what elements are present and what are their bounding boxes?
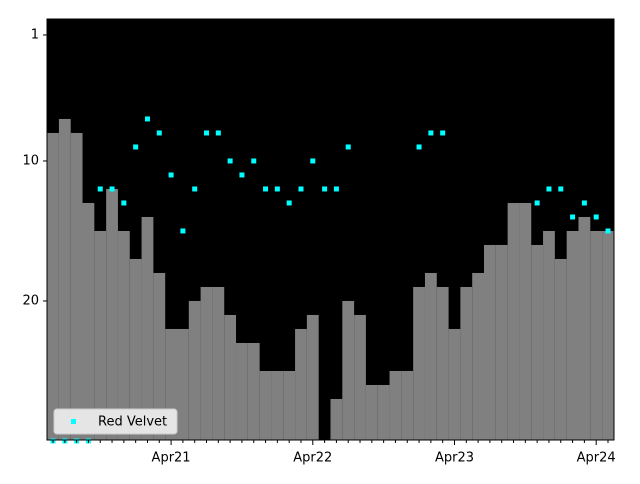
rank-bar — [495, 244, 508, 440]
rank-bar — [141, 216, 154, 440]
rank-bar — [354, 314, 366, 440]
rank-bar — [424, 272, 437, 440]
rank-bar — [212, 286, 225, 440]
rank-bar — [389, 370, 402, 440]
rank-bar — [472, 272, 485, 440]
rank-point — [605, 228, 611, 234]
rank-point — [251, 158, 257, 164]
rank-bar — [153, 272, 166, 440]
legend-label: Red Velvet — [98, 415, 167, 430]
rank-bar — [247, 342, 260, 440]
rank-point — [322, 186, 328, 192]
x-tick-label: Apr21 — [152, 451, 191, 466]
rank-point — [345, 144, 351, 150]
rank-bar — [413, 286, 425, 440]
rank-bar — [188, 300, 201, 440]
rank-point — [581, 200, 587, 206]
rank-bar — [58, 118, 71, 440]
rank-point — [227, 158, 233, 164]
rank-point — [97, 186, 103, 192]
rank-bar — [531, 244, 544, 440]
rank-bar — [342, 300, 355, 440]
rank-bar — [176, 328, 189, 440]
x-tick-label: Apr23 — [435, 451, 474, 466]
rank-bar — [460, 286, 473, 440]
rank-point — [133, 144, 139, 150]
plot-area — [47, 118, 614, 440]
rank-bar — [106, 188, 118, 440]
rank-bar — [401, 370, 414, 440]
rank-point — [263, 186, 269, 192]
rank-bar — [554, 258, 567, 440]
rank-bar — [295, 328, 307, 440]
rank-point — [109, 186, 115, 192]
rank-point — [144, 116, 150, 122]
rank-point — [310, 158, 316, 164]
rank-bar — [436, 286, 449, 440]
rank-bar — [566, 230, 579, 440]
rank-bar — [224, 314, 237, 440]
rank-bar — [283, 370, 296, 440]
rank-bar — [330, 398, 343, 440]
rank-bar — [165, 328, 177, 440]
rank-bar — [271, 370, 284, 440]
rank-point — [286, 200, 292, 206]
rank-point — [168, 172, 174, 178]
rank-bar — [306, 314, 319, 440]
rank-bar — [448, 328, 461, 440]
rank-bar — [602, 230, 614, 440]
rank-bar — [236, 342, 248, 440]
rank-point — [333, 186, 339, 192]
rank-bar — [484, 244, 496, 440]
rank-point — [428, 130, 434, 136]
y-tick-label: 1 — [31, 27, 39, 42]
rank-bar — [94, 230, 107, 440]
rank-bar — [47, 132, 59, 440]
rank-bar — [519, 202, 532, 440]
rank-bar — [365, 384, 378, 440]
rank-bar — [259, 370, 272, 440]
y-tick-label: 10 — [22, 153, 39, 168]
rank-point — [215, 130, 221, 136]
rank-point — [156, 130, 162, 136]
rank-point — [298, 186, 304, 192]
rank-bar — [507, 202, 520, 440]
legend-box — [53, 408, 178, 435]
x-tick-label: Apr22 — [293, 451, 332, 466]
rank-point — [534, 200, 540, 206]
legend-marker — [71, 419, 76, 424]
rank-point — [440, 130, 446, 136]
rank-point — [593, 214, 599, 220]
rank-bar — [129, 258, 142, 440]
rank-point — [192, 186, 198, 192]
rank-point — [204, 130, 210, 136]
rank-point — [121, 200, 127, 206]
rank-point — [546, 186, 552, 192]
rank-bar — [543, 230, 555, 440]
rank-bar — [200, 286, 213, 440]
rank-point — [239, 172, 245, 178]
plot-frame — [46, 18, 615, 441]
rank-point — [558, 186, 564, 192]
rank-bar — [70, 132, 83, 440]
rank-point — [570, 214, 576, 220]
rank-bar — [117, 230, 130, 440]
rank-bar — [377, 384, 390, 440]
rank-bar — [578, 216, 591, 440]
rank-point — [274, 186, 280, 192]
y-tick-label: 20 — [22, 293, 39, 308]
rank-point — [416, 144, 422, 150]
rank-point — [180, 228, 186, 234]
x-tick-label: Apr24 — [577, 451, 616, 466]
rank-bar — [82, 202, 95, 440]
rank-bar — [590, 230, 603, 440]
